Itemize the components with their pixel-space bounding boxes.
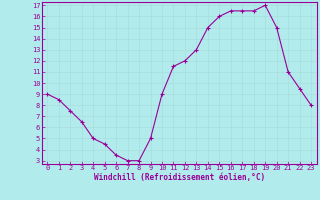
- X-axis label: Windchill (Refroidissement éolien,°C): Windchill (Refroidissement éolien,°C): [94, 173, 265, 182]
